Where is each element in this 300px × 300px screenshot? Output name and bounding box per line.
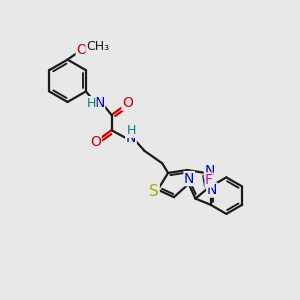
Text: N: N [126,131,136,145]
Text: N: N [184,172,194,186]
Text: CH₃: CH₃ [86,40,109,52]
Text: H: H [126,124,136,137]
Text: O: O [90,135,101,149]
Text: S: S [149,184,159,199]
Text: O: O [122,96,133,110]
Text: N: N [204,164,215,178]
Text: H: H [86,97,96,110]
Text: N: N [94,96,105,110]
Text: N: N [207,183,217,197]
Text: F: F [205,173,213,187]
Text: O: O [76,43,87,57]
